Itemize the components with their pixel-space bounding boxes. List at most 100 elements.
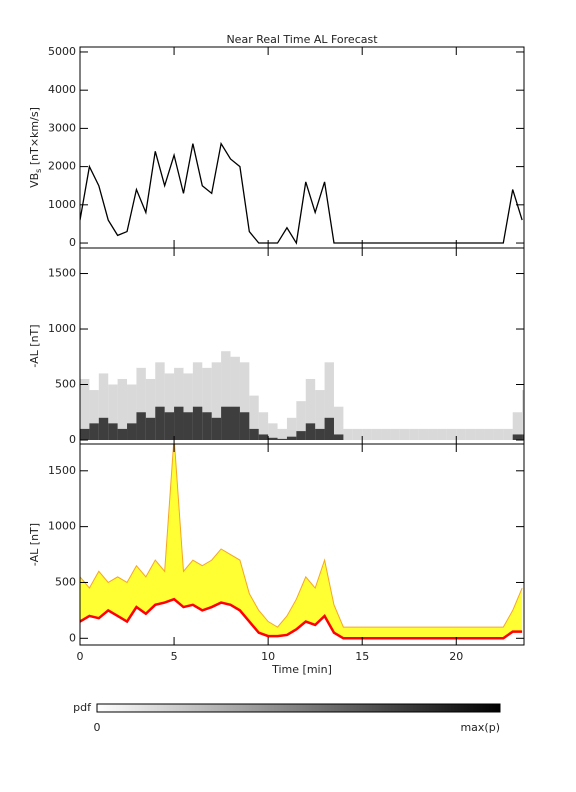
spread-cell	[409, 428, 419, 441]
y-tick-label: 500	[55, 575, 76, 588]
spread-cell	[127, 384, 137, 441]
core-cell	[277, 438, 287, 441]
spread-cell	[456, 428, 466, 441]
forecast-band	[80, 444, 523, 639]
x-tick-label: 15	[355, 650, 369, 663]
core-cell	[155, 406, 165, 441]
spread-cell	[493, 428, 504, 441]
core-cell	[230, 406, 240, 441]
core-cell	[258, 434, 269, 441]
spread-cell	[437, 428, 447, 441]
spread-cell	[484, 428, 494, 441]
core-cell	[221, 406, 231, 441]
y-tick-label: 1000	[48, 322, 76, 335]
y-tick-label: 5000	[48, 45, 76, 58]
core-cell	[296, 431, 306, 441]
core-cell	[305, 423, 316, 441]
panel-frame	[79, 443, 525, 646]
y-tick-label: 1500	[48, 267, 76, 280]
core-cell	[211, 417, 222, 441]
spread-cell	[164, 373, 175, 441]
core-cell	[315, 428, 325, 441]
plot-area	[80, 141, 523, 245]
core-cell	[324, 417, 334, 441]
core-cell	[117, 428, 128, 441]
spread-cell	[89, 390, 99, 441]
y-tick-label: 0	[69, 631, 76, 644]
plot-area	[80, 351, 524, 441]
spread-cell	[202, 367, 212, 441]
spread-cell	[475, 428, 485, 441]
y-axis-label: -AL [nT]	[28, 523, 41, 566]
spread-cell	[352, 428, 363, 441]
core-cell	[522, 434, 524, 441]
spread-cell	[174, 367, 184, 441]
core-cell	[80, 428, 90, 441]
spread-cell	[381, 428, 391, 441]
y-tick-label: 1000	[48, 198, 76, 211]
core-cell	[89, 423, 99, 441]
plot-area	[80, 444, 523, 640]
spread-cell	[362, 428, 372, 441]
figure-title: Near Real Time AL Forecast	[226, 33, 378, 46]
spread-cell	[117, 378, 128, 441]
core-cell	[239, 412, 250, 441]
spread-cell	[211, 362, 222, 441]
core-cell	[512, 434, 523, 441]
spread-cell	[108, 384, 118, 441]
spread-cell	[136, 367, 146, 441]
spread-cell	[390, 428, 400, 441]
core-cell	[136, 412, 146, 441]
core-cell	[286, 436, 297, 441]
spread-cell	[249, 395, 259, 441]
colorbar	[96, 703, 501, 713]
y-axis-label: VBs [nT×km/s]	[28, 107, 43, 188]
median-line	[80, 597, 523, 640]
x-tick-label: 10	[261, 650, 275, 663]
x-tick-label: 0	[77, 650, 84, 663]
spread-cell	[286, 417, 297, 441]
x-axis-label: Time [min]	[271, 663, 332, 676]
core-cell	[192, 406, 203, 441]
core-cell	[249, 428, 259, 441]
spread-cell	[399, 428, 410, 441]
spread-cell	[418, 428, 429, 441]
panel-frame	[79, 46, 525, 249]
y-label-unit: [nT×km/s]	[28, 107, 41, 169]
spread-cell	[98, 373, 109, 441]
core-cell	[145, 417, 156, 441]
core-cell	[202, 412, 212, 441]
spread-cell	[333, 406, 344, 441]
y-tick-label: 3000	[48, 121, 76, 134]
upper-line	[80, 444, 523, 628]
spread-cell	[155, 362, 165, 441]
spread-cell	[221, 351, 231, 441]
spread-cell	[446, 428, 457, 441]
y-tick-label: 0	[69, 236, 76, 249]
core-cell	[174, 406, 184, 441]
y-tick-label: 1500	[48, 464, 76, 477]
core-cell	[183, 412, 193, 441]
colorbar-max: max(p)	[460, 721, 500, 734]
spread-cell	[315, 390, 325, 441]
spread-cell	[268, 423, 278, 441]
spread-cell	[183, 373, 193, 441]
x-tick-label: 5	[171, 650, 178, 663]
spread-cell	[296, 401, 306, 441]
y-tick-label: 2000	[48, 160, 76, 173]
spread-cell	[512, 412, 523, 441]
spread-cell	[305, 378, 316, 441]
core-cell	[164, 412, 175, 441]
spread-cell	[239, 362, 250, 441]
spread-cell	[465, 428, 476, 441]
vbs-line	[80, 141, 523, 245]
core-cell	[98, 417, 109, 441]
core-cell	[268, 437, 278, 441]
y-tick-label: 1000	[48, 520, 76, 533]
spread-cell	[503, 428, 513, 441]
spread-cell	[343, 428, 353, 441]
y-tick-label: 0	[69, 433, 76, 446]
core-cell	[127, 423, 137, 441]
core-cell	[333, 434, 344, 441]
